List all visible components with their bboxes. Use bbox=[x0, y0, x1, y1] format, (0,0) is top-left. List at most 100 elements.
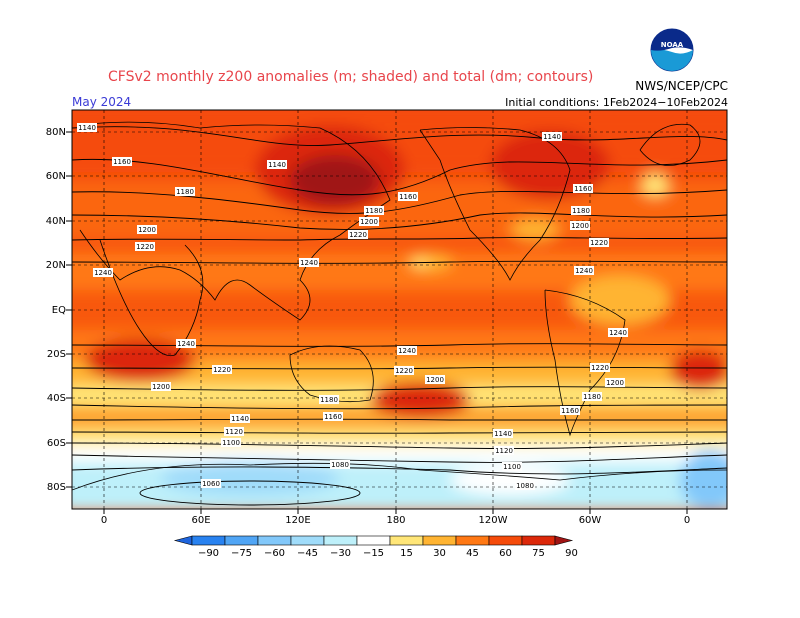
lon-tick: 120W bbox=[479, 515, 508, 526]
contour-label: 1180 bbox=[175, 187, 195, 196]
svg-text:1180: 1180 bbox=[320, 396, 338, 404]
lat-tick: 40S bbox=[47, 393, 66, 404]
svg-text:1200: 1200 bbox=[360, 218, 378, 226]
lon-tick: 0 bbox=[684, 515, 690, 526]
contour-label: 1240 bbox=[574, 266, 594, 275]
svg-text:1240: 1240 bbox=[398, 347, 416, 355]
colorbar-tick-label: −30 bbox=[330, 548, 351, 559]
svg-text:1240: 1240 bbox=[300, 259, 318, 267]
colorbar-tick-label: 60 bbox=[499, 548, 512, 559]
lat-tick: 80S bbox=[47, 482, 66, 493]
lat-tick: 60S bbox=[47, 438, 66, 449]
colorbar-tick-label: 75 bbox=[532, 548, 545, 559]
colorbar-segment bbox=[422, 535, 457, 546]
svg-text:1140: 1140 bbox=[543, 133, 561, 141]
colorbar-segment bbox=[389, 535, 424, 546]
contour-label: 1240 bbox=[93, 268, 113, 277]
contour-label: 1220 bbox=[590, 363, 610, 372]
lat-tick: 60N bbox=[46, 171, 66, 182]
svg-text:1220: 1220 bbox=[213, 366, 231, 374]
svg-text:1160: 1160 bbox=[113, 158, 131, 166]
contour-label: 1160 bbox=[112, 157, 132, 166]
chart-title: CFSv2 monthly z200 anomalies (m; shaded)… bbox=[108, 69, 593, 85]
contour-label: 1080 bbox=[330, 460, 350, 469]
colorbar-tick-label: −15 bbox=[363, 548, 384, 559]
colorbar-tick-label: 15 bbox=[400, 548, 413, 559]
colorbar-tick-label: 90 bbox=[565, 548, 578, 559]
svg-text:1100: 1100 bbox=[503, 463, 521, 471]
lon-tick: 180 bbox=[386, 515, 405, 526]
svg-text:1200: 1200 bbox=[571, 222, 589, 230]
contour-label: 1240 bbox=[397, 346, 417, 355]
contour-label: 1220 bbox=[135, 242, 155, 251]
contour-label: 1220 bbox=[348, 230, 368, 239]
colorbar-tick-label: −90 bbox=[198, 548, 219, 559]
contour-label: 1240 bbox=[299, 258, 319, 267]
svg-text:1220: 1220 bbox=[591, 364, 609, 372]
contour-label: 1140 bbox=[493, 429, 513, 438]
svg-text:1120: 1120 bbox=[225, 428, 243, 436]
lat-tick: EQ bbox=[52, 305, 66, 316]
contour-label: 1100 bbox=[221, 438, 241, 447]
svg-text:1180: 1180 bbox=[572, 207, 590, 215]
contour-label: 1180 bbox=[364, 206, 384, 215]
contour-label: 1180 bbox=[582, 392, 602, 401]
contour-label: 1140 bbox=[77, 123, 97, 132]
contour-label: 1140 bbox=[230, 414, 250, 423]
contour-label: 1120 bbox=[494, 446, 514, 455]
height-contours bbox=[72, 126, 727, 506]
contour-label: 1200 bbox=[151, 382, 171, 391]
colorbar-tick-label: 30 bbox=[433, 548, 446, 559]
lon-tick: 0 bbox=[101, 515, 107, 526]
lat-tick: 40N bbox=[46, 216, 66, 227]
lat-tick: 20S bbox=[47, 349, 66, 360]
contour-label: 1160 bbox=[560, 406, 580, 415]
lon-tick: 60W bbox=[579, 515, 602, 526]
colorbar-segment bbox=[224, 535, 259, 546]
svg-text:1140: 1140 bbox=[268, 161, 286, 169]
colorbar-arrow-high bbox=[554, 535, 574, 546]
svg-text:1160: 1160 bbox=[324, 413, 342, 421]
contour-label: 1200 bbox=[605, 378, 625, 387]
svg-text:1240: 1240 bbox=[575, 267, 593, 275]
valid-month-label: May 2024 bbox=[72, 95, 131, 109]
credit-label: NWS/NCEP/CPC bbox=[635, 79, 728, 93]
contour-label: 1200 bbox=[425, 375, 445, 384]
svg-text:1180: 1180 bbox=[583, 393, 601, 401]
noaa-logo-text: NOAA bbox=[661, 41, 684, 49]
svg-text:1060: 1060 bbox=[202, 480, 220, 488]
svg-text:1200: 1200 bbox=[426, 376, 444, 384]
colorbar-segment bbox=[521, 535, 556, 546]
colorbar-tick-label: 45 bbox=[466, 548, 479, 559]
contour-label: 1100 bbox=[502, 462, 522, 471]
contour-label: 1140 bbox=[267, 160, 287, 169]
contour-label: 1080 bbox=[515, 481, 535, 490]
colorbar-tick-label: −45 bbox=[297, 548, 318, 559]
colorbar: −90 −75 −60 −45 −30 −15 15 30 45 60 75 90 bbox=[173, 535, 578, 559]
contour-label: 1220 bbox=[589, 238, 609, 247]
colorbar-segment bbox=[488, 535, 523, 546]
svg-text:1240: 1240 bbox=[94, 269, 112, 277]
contour-label: 1160 bbox=[323, 412, 343, 421]
svg-text:1080: 1080 bbox=[516, 482, 534, 490]
colorbar-segment bbox=[290, 535, 325, 546]
contour-label: 1240 bbox=[176, 339, 196, 348]
lon-axis: 0 60E 120E 180 120W 60W 0 bbox=[101, 509, 690, 526]
contour-label: 1200 bbox=[137, 225, 157, 234]
anomaly-map bbox=[72, 110, 727, 509]
contour-label: 1220 bbox=[212, 365, 232, 374]
gridlines bbox=[72, 110, 727, 509]
contour-label: 1060 bbox=[201, 479, 221, 488]
contour-label: 1220 bbox=[394, 366, 414, 375]
svg-text:1160: 1160 bbox=[561, 407, 579, 415]
svg-text:1180: 1180 bbox=[176, 188, 194, 196]
contour-label: 1160 bbox=[573, 184, 593, 193]
contour-label: 1200 bbox=[359, 217, 379, 226]
contour-label: 1240 bbox=[608, 328, 628, 337]
svg-text:1160: 1160 bbox=[574, 185, 592, 193]
colorbar-arrow-low bbox=[173, 535, 193, 546]
svg-text:1080: 1080 bbox=[331, 461, 349, 469]
svg-text:1220: 1220 bbox=[136, 243, 154, 251]
svg-text:1160: 1160 bbox=[399, 193, 417, 201]
